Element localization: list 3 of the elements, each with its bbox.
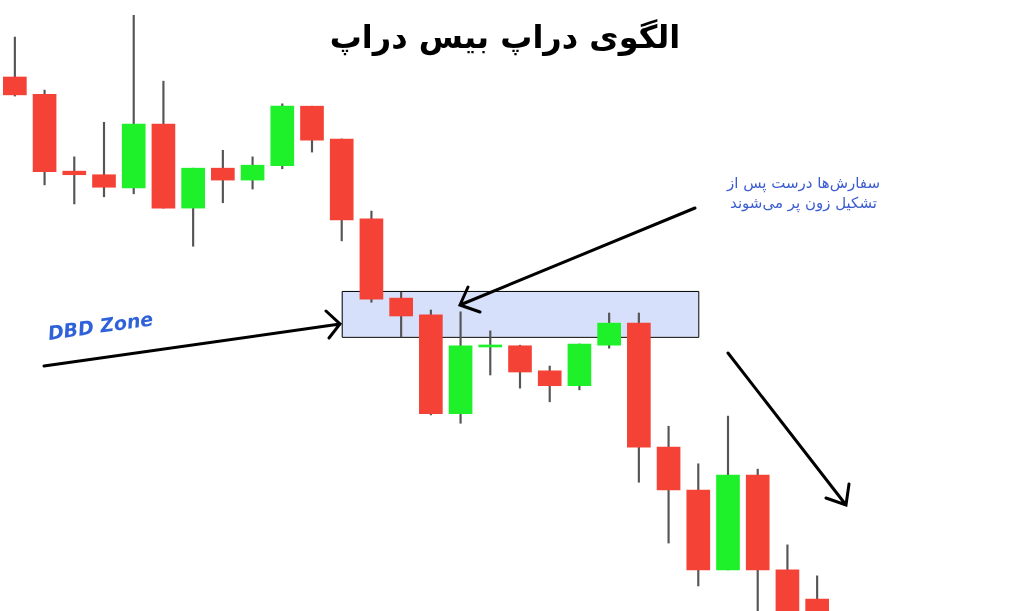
annotation: سفارش‌ها درست پس از تشکیل زون پر می‌شوند <box>727 173 880 213</box>
annotation: DBD Zone <box>46 307 155 344</box>
chart-title: الگوی دراپ بیس دراپ <box>328 18 682 56</box>
